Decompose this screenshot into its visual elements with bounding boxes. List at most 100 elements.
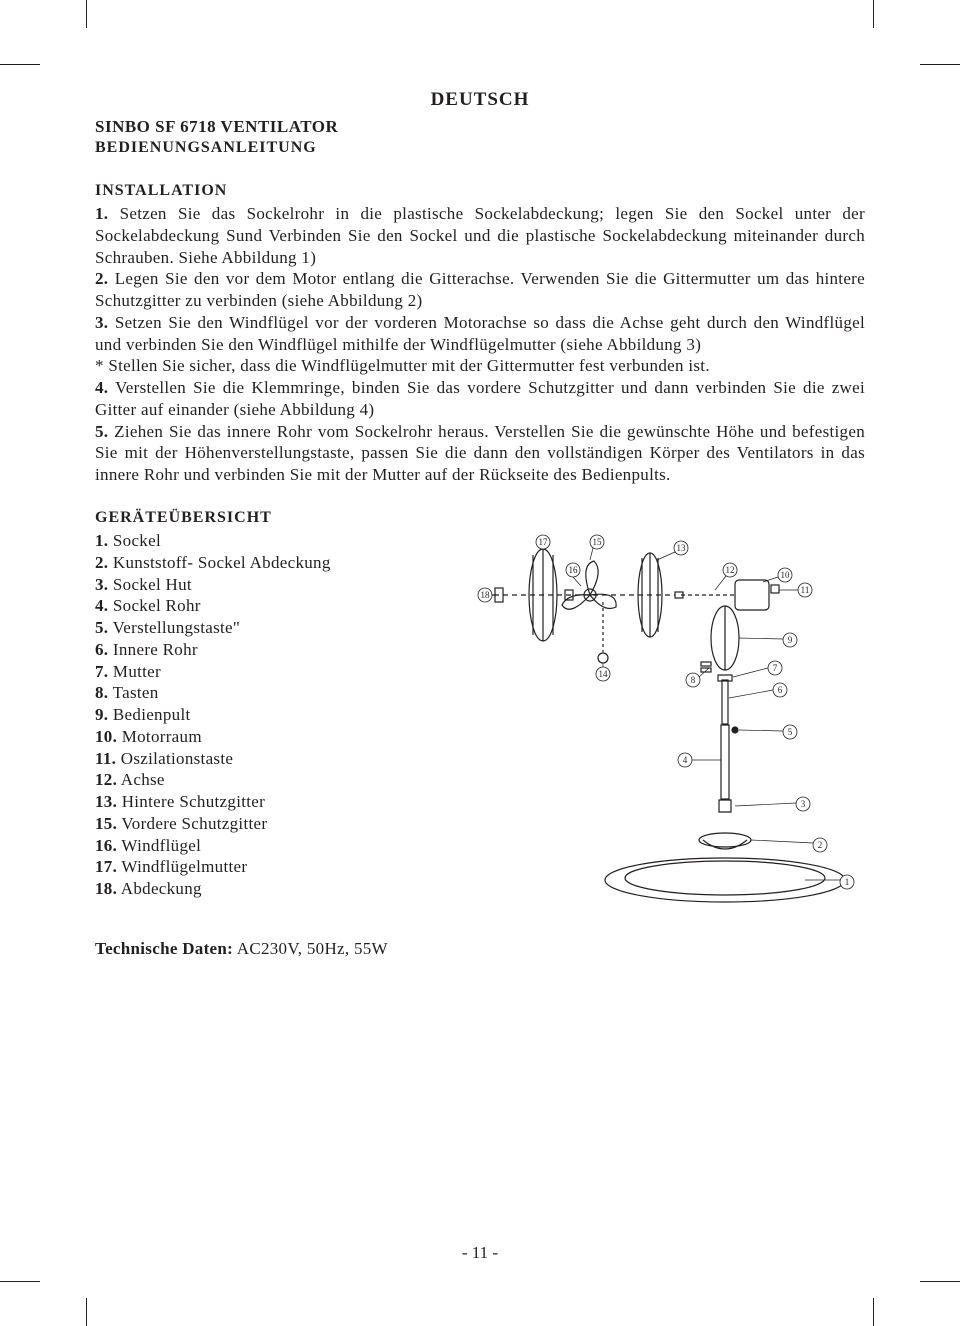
list-item: 12. Achse	[95, 769, 405, 791]
part-label: Achse	[117, 770, 165, 789]
svg-text:7: 7	[773, 663, 778, 673]
svg-text:12: 12	[726, 565, 735, 575]
cropmark	[920, 64, 960, 65]
installation-title: INSTALLATION	[95, 181, 865, 201]
parts-list: 1. Sockel 2. Kunststoff- Sockel Abdeckun…	[95, 530, 405, 916]
part-label: Hintere Schutzgitter	[117, 792, 265, 811]
list-item: 7. Mutter	[95, 661, 405, 683]
part-num: 15.	[95, 814, 117, 833]
list-item: 4. Sockel Rohr	[95, 595, 405, 617]
cropmark	[86, 1298, 87, 1326]
list-item: 17. Windflügelmutter	[95, 856, 405, 878]
part-num: 7.	[95, 662, 108, 681]
svg-text:5: 5	[788, 727, 793, 737]
tech-value: AC230V, 50Hz, 55W	[233, 939, 388, 958]
part-num: 1.	[95, 531, 108, 550]
step-text: Legen Sie den vor dem Motor entlang die …	[95, 269, 865, 310]
step-text: Verstellen Sie die Klemmringe, binden Si…	[95, 378, 865, 419]
list-item: 2. Kunststoff- Sockel Abdeckung	[95, 552, 405, 574]
part-num: 8.	[95, 683, 108, 702]
part-label: Innere Rohr	[108, 640, 198, 659]
svg-text:1: 1	[845, 877, 850, 887]
cropmark	[873, 1298, 874, 1326]
svg-text:2: 2	[818, 840, 823, 850]
svg-text:18: 18	[481, 590, 491, 600]
list-item: 9. Bedienpult	[95, 704, 405, 726]
part-label: Verstellungstaste"	[108, 618, 240, 637]
part-label: Tasten	[108, 683, 158, 702]
language-title: DEUTSCH	[95, 88, 865, 112]
list-item: 11. Oszilationstaste	[95, 748, 405, 770]
svg-text:14: 14	[599, 669, 609, 679]
svg-text:16: 16	[569, 565, 579, 575]
installation-note: * Stellen Sie sicher, dass die Windflüge…	[95, 356, 710, 375]
page-number: - 11 -	[0, 1242, 960, 1264]
step-num: 1.	[95, 204, 108, 223]
product-title: SINBO SF 6718 VENTILATOR	[95, 116, 865, 138]
installation-section: INSTALLATION 1. Setzen Sie das Sockelroh…	[95, 181, 865, 486]
part-num: 13.	[95, 792, 117, 811]
list-item: 6. Innere Rohr	[95, 639, 405, 661]
svg-text:10: 10	[781, 570, 791, 580]
cropmark	[920, 1281, 960, 1282]
list-item: 8. Tasten	[95, 682, 405, 704]
svg-text:8: 8	[691, 675, 696, 685]
list-item: 18. Abdeckung	[95, 878, 405, 900]
step-text: Ziehen Sie das innere Rohr vom Sockelroh…	[95, 422, 865, 485]
part-label: Sockel	[108, 531, 161, 550]
step-num: 4.	[95, 378, 108, 397]
list-item: 1. Sockel	[95, 530, 405, 552]
part-label: Vordere Schutzgitter	[117, 814, 267, 833]
parts-title: GERÄTEÜBERSICHT	[95, 508, 865, 528]
part-num: 10.	[95, 727, 117, 746]
part-num: 3.	[95, 575, 108, 594]
part-label: Kunststoff- Sockel Abdeckung	[108, 553, 330, 572]
step-num: 3.	[95, 313, 108, 332]
step-num: 5.	[95, 422, 108, 441]
svg-text:9: 9	[788, 635, 793, 645]
installation-body: 1. Setzen Sie das Sockelrohr in die plas…	[95, 203, 865, 486]
list-item: 13. Hintere Schutzgitter	[95, 791, 405, 813]
part-num: 2.	[95, 553, 108, 572]
part-label: Sockel Hut	[108, 575, 192, 594]
svg-text:6: 6	[778, 685, 783, 695]
manual-page: DEUTSCH SINBO SF 6718 VENTILATOR BEDIENU…	[0, 0, 960, 1326]
cropmark	[86, 0, 87, 28]
step-text: Setzen Sie den Windflügel vor der vorder…	[95, 313, 865, 354]
part-num: 16.	[95, 836, 117, 855]
part-label: Oszilationstaste	[116, 749, 233, 768]
svg-text:13: 13	[677, 543, 687, 553]
part-label: Bedienpult	[108, 705, 190, 724]
technical-data: Technische Daten: AC230V, 50Hz, 55W	[95, 938, 865, 960]
parts-section: GERÄTEÜBERSICHT 1. Sockel 2. Kunststoff-…	[95, 508, 865, 960]
part-label: Sockel Rohr	[108, 596, 200, 615]
part-num: 5.	[95, 618, 108, 637]
part-num: 4.	[95, 596, 108, 615]
part-label: Windflügel	[117, 836, 201, 855]
part-label: Abdeckung	[117, 879, 202, 898]
step-num: 2.	[95, 269, 108, 288]
svg-text:11: 11	[801, 585, 810, 595]
cropmark	[873, 0, 874, 28]
parts-diagram: 1 2 3 4 5 6 7 8 9 10 11 12 13 14	[425, 530, 865, 916]
part-label: Windflügelmutter	[117, 857, 247, 876]
svg-text:4: 4	[683, 755, 688, 765]
list-item: 5. Verstellungstaste"	[95, 617, 405, 639]
part-num: 9.	[95, 705, 108, 724]
tech-label: Technische Daten:	[95, 939, 233, 958]
cropmark	[0, 1281, 40, 1282]
list-item: 10. Motorraum	[95, 726, 405, 748]
part-label: Motorraum	[117, 727, 202, 746]
manual-title: BEDIENUNGSANLEITUNG	[95, 138, 865, 158]
step-text: Setzen Sie das Sockelrohr in die plastis…	[95, 204, 865, 267]
part-num: 17.	[95, 857, 117, 876]
part-label: Mutter	[108, 662, 161, 681]
svg-text:15: 15	[593, 537, 603, 547]
svg-text:3: 3	[801, 799, 806, 809]
part-num: 18.	[95, 879, 117, 898]
list-item: 3. Sockel Hut	[95, 574, 405, 596]
part-num: 12.	[95, 770, 117, 789]
list-item: 16. Windflügel	[95, 835, 405, 857]
cropmark	[0, 64, 40, 65]
part-num: 6.	[95, 640, 108, 659]
